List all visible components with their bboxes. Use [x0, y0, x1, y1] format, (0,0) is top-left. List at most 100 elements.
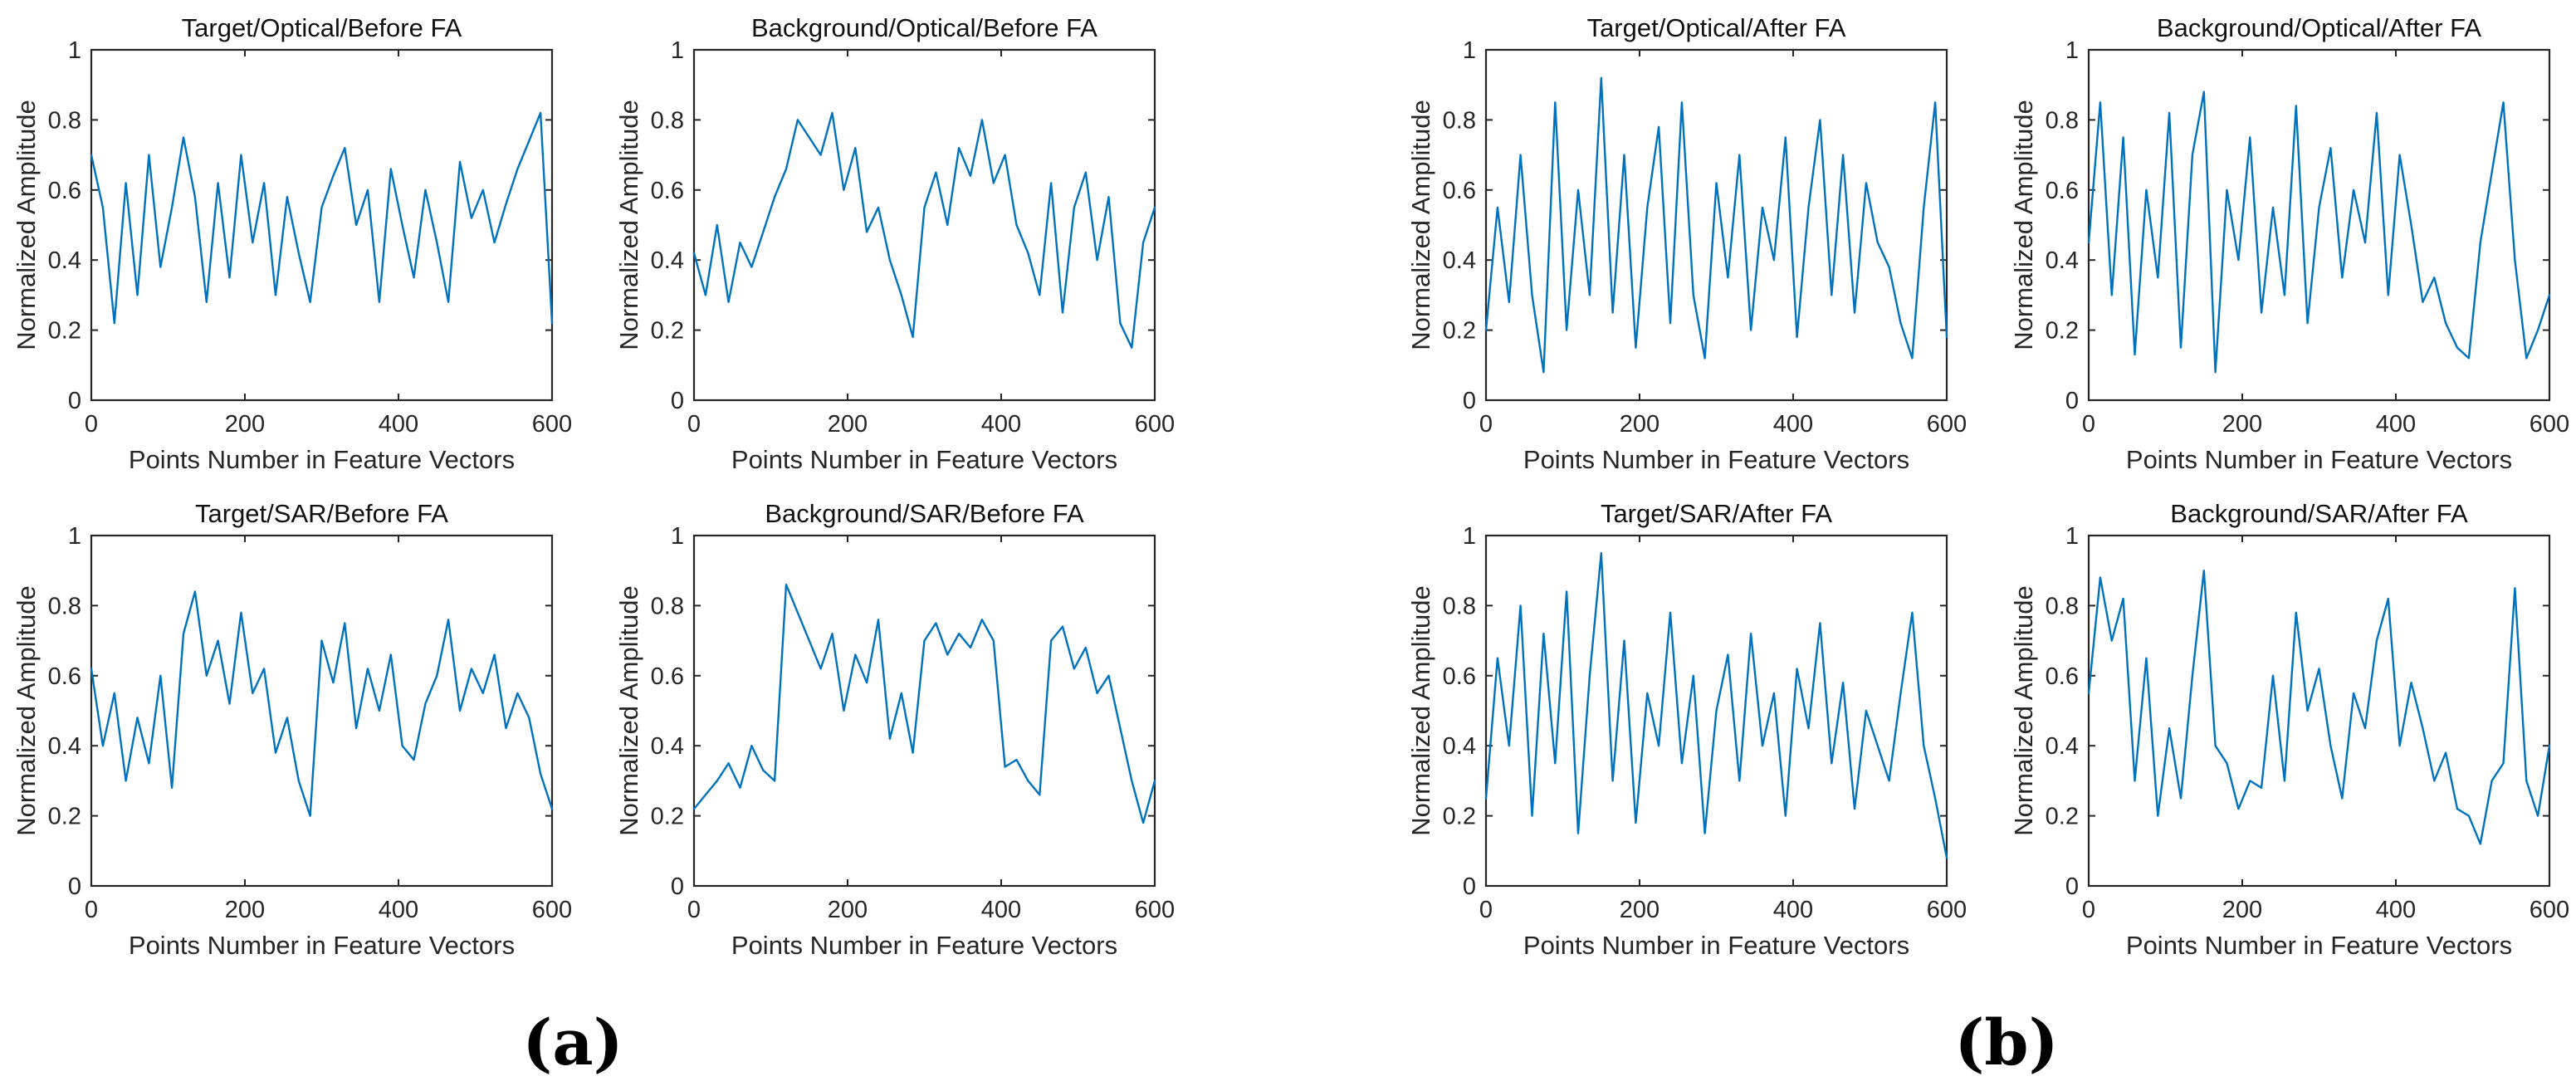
y-tick-label: 0.6 [2046, 178, 2079, 204]
x-tick-label: 0 [85, 897, 98, 923]
series-line [2087, 570, 2551, 845]
x-tick-label: 400 [2376, 411, 2416, 438]
y-tick-label: 1 [1463, 523, 1476, 550]
plot-title: Target/SAR/Before FA [195, 499, 448, 528]
x-tick-label: 600 [532, 897, 572, 923]
plot-area [90, 534, 554, 888]
y-tick-label: 1 [671, 37, 684, 64]
plot-area [692, 534, 1156, 888]
y-tick-label: 0.8 [651, 593, 684, 619]
plot-title: Background/SAR/After FA [2170, 499, 2468, 528]
y-tick-label: 0 [2065, 388, 2079, 414]
y-tick-label: 0 [671, 388, 684, 414]
x-tick-label: 400 [981, 411, 1021, 438]
y-tick-label: 0 [1463, 873, 1476, 900]
x-axis-label: Points Number in Feature Vectors [2126, 931, 2512, 960]
y-tick-label: 0.2 [1443, 318, 1476, 345]
y-tick-label: 0.6 [651, 178, 684, 204]
plot-area [2087, 48, 2551, 402]
plot-title: Background/SAR/Before FA [765, 499, 1084, 528]
x-tick-label: 600 [1135, 411, 1175, 438]
y-axis-label: Normalized Amplitude [1406, 585, 1435, 836]
y-axis-label: Normalized Amplitude [614, 100, 643, 350]
plot-title: Target/Optical/Before FA [182, 13, 462, 42]
y-tick-label: 0.8 [2046, 593, 2079, 619]
x-tick-label: 600 [2530, 411, 2569, 438]
subplot-grid: 0 0.2 0.4 0.6 0.8 1 0 200 400 600 Target/Optical/B… [12, 13, 2569, 960]
y-tick-label: 0.2 [48, 318, 81, 345]
series-line [2087, 91, 2551, 374]
subplot-5: 0 0.2 0.4 0.6 0.8 1 0 200 400 600 Target/Optical/A… [1406, 13, 1967, 474]
y-axis-label: Normalized Amplitude [1406, 100, 1435, 350]
plot-title: Target/SAR/After FA [1601, 499, 1832, 528]
y-tick-label: 1 [68, 37, 81, 64]
x-tick-label: 200 [828, 411, 868, 438]
subplot-8: 0 0.2 0.4 0.6 0.8 1 0 200 400 600 Background/SAR/A… [2009, 499, 2569, 960]
x-axis-label: Points Number in Feature Vectors [1523, 445, 1909, 474]
x-tick-label: 600 [1927, 897, 1967, 923]
y-tick-label: 0.4 [651, 247, 684, 274]
plot-area [692, 48, 1156, 402]
x-tick-label: 600 [532, 411, 572, 438]
y-axis-label: Normalized Amplitude [2009, 585, 2038, 836]
y-tick-label: 0.4 [651, 733, 684, 760]
y-tick-label: 0.4 [48, 733, 81, 760]
y-tick-label: 0.8 [48, 107, 81, 134]
y-axis-label: Normalized Amplitude [12, 100, 41, 350]
x-axis-label: Points Number in Feature Vectors [129, 931, 515, 960]
x-tick-label: 400 [981, 897, 1021, 923]
y-tick-label: 0.8 [1443, 593, 1476, 619]
series-line [90, 111, 554, 325]
x-tick-label: 400 [1773, 411, 1813, 438]
subplot-3: 0 0.2 0.4 0.6 0.8 1 0 200 400 600 Target/SAR/Befor… [12, 499, 572, 960]
plot-area [2087, 534, 2551, 888]
x-tick-label: 200 [828, 897, 868, 923]
series-line [692, 111, 1156, 349]
x-tick-label: 0 [2082, 897, 2095, 923]
subplot-7: 0 0.2 0.4 0.6 0.8 1 0 200 400 600 Target/SAR/After… [1406, 499, 1967, 960]
series-line [692, 583, 1156, 824]
subplot-4: 0 0.2 0.4 0.6 0.8 1 0 200 400 600 Background/SAR/B… [614, 499, 1175, 960]
x-tick-label: 200 [2222, 897, 2262, 923]
x-axis-label: Points Number in Feature Vectors [129, 445, 515, 474]
y-tick-label: 0.4 [2046, 733, 2079, 760]
x-tick-label: 200 [225, 411, 265, 438]
y-tick-label: 0.8 [48, 593, 81, 619]
y-tick-label: 1 [671, 523, 684, 550]
y-tick-label: 0.8 [651, 107, 684, 134]
x-tick-label: 0 [1479, 411, 1493, 438]
y-tick-label: 0.6 [651, 663, 684, 690]
y-tick-label: 0.2 [651, 804, 684, 830]
x-axis-label: Points Number in Feature Vectors [2126, 445, 2512, 474]
plot-title: Target/Optical/After FA [1587, 13, 1846, 42]
x-tick-label: 200 [1620, 897, 1659, 923]
y-axis-label: Normalized Amplitude [12, 585, 41, 836]
series-line [90, 590, 554, 817]
x-tick-label: 400 [379, 897, 418, 923]
y-tick-label: 0.2 [651, 318, 684, 345]
y-tick-label: 0.8 [1443, 107, 1476, 134]
y-tick-label: 0 [68, 388, 81, 414]
y-tick-label: 0 [1463, 388, 1476, 414]
x-tick-label: 200 [2222, 411, 2262, 438]
y-tick-label: 0 [2065, 873, 2079, 900]
x-tick-label: 400 [379, 411, 418, 438]
y-tick-label: 1 [1463, 37, 1476, 64]
x-tick-label: 400 [2376, 897, 2416, 923]
x-tick-label: 600 [1927, 411, 1967, 438]
plot-title: Background/Optical/After FA [2157, 13, 2481, 42]
x-tick-label: 600 [2530, 897, 2569, 923]
panel-label-a: (a) [522, 1005, 623, 1079]
x-tick-label: 0 [687, 897, 701, 923]
series-line [1484, 76, 1948, 374]
x-tick-label: 400 [1773, 897, 1813, 923]
x-tick-label: 600 [1135, 897, 1175, 923]
x-axis-label: Points Number in Feature Vectors [731, 931, 1117, 960]
y-tick-label: 0.4 [2046, 247, 2079, 274]
y-tick-label: 0.2 [1443, 804, 1476, 830]
y-axis-label: Normalized Amplitude [2009, 100, 2038, 350]
plot-title: Background/Optical/Before FA [751, 13, 1097, 42]
y-tick-label: 0.6 [48, 663, 81, 690]
x-tick-label: 200 [225, 897, 265, 923]
